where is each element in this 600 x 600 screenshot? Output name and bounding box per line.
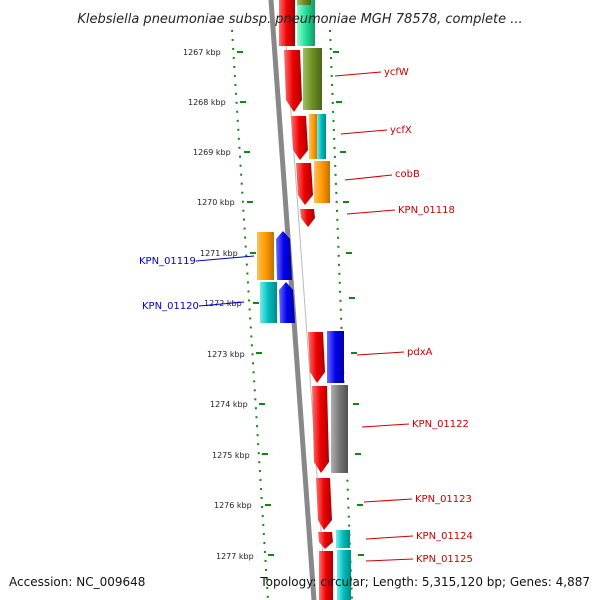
gene-label-ycfW[interactable]: ycfW xyxy=(384,67,409,78)
leader-KPN-01118 xyxy=(346,209,396,215)
leader-KPN-01124 xyxy=(365,535,414,540)
label-leaders xyxy=(334,71,414,562)
leader-KPN-01125 xyxy=(365,558,414,562)
leader-KPN-01122 xyxy=(361,423,410,428)
tick-label: 1276 kbp xyxy=(214,501,252,510)
tick-label: 1267 kbp xyxy=(183,48,221,57)
tick-label: 1274 kbp xyxy=(210,400,248,409)
gene-pdxA[interactable] xyxy=(308,332,325,383)
gene-label-KPN-01124[interactable]: KPN_01124 xyxy=(416,531,473,542)
tick-label: 1271 kbp xyxy=(200,249,238,258)
category-feature[interactable] xyxy=(260,282,277,323)
leader-KPN-01120 xyxy=(198,301,245,307)
category-feature[interactable] xyxy=(314,161,330,203)
gene-KPN-01120[interactable] xyxy=(279,282,295,323)
category-feature[interactable] xyxy=(297,0,311,5)
label-leaders-reverse xyxy=(195,255,255,307)
gene-KPN-01124[interactable] xyxy=(318,532,333,549)
outer-dotted-boundary-right xyxy=(329,29,353,600)
category-feature[interactable] xyxy=(317,114,326,159)
gene-label-KPN-01123[interactable]: KPN_01123 xyxy=(415,494,472,505)
topology-text: Topology: circular; Length: 5,315,120 bp… xyxy=(259,575,590,589)
tick-label: 1268 kbp xyxy=(188,98,226,107)
tick-label: 1277 kbp xyxy=(216,552,254,561)
outer-scale-ticks xyxy=(333,51,364,556)
category-feature[interactable] xyxy=(337,550,351,600)
leader-KPN-01123 xyxy=(363,498,413,503)
gene-KPN-01118[interactable] xyxy=(300,209,315,227)
leader-cobB xyxy=(344,174,393,181)
gene-ycfW[interactable] xyxy=(284,50,302,112)
accession-text: Accession: NC_009648 xyxy=(9,575,145,589)
gene-cobB[interactable] xyxy=(296,163,313,205)
gene-label-pdxA[interactable]: pdxA xyxy=(407,347,433,358)
gene-label-KPN-01119[interactable]: KPN_01119 xyxy=(139,256,196,267)
category-feature[interactable] xyxy=(303,48,322,110)
map-title: Klebsiella pneumoniae subsp. pneumoniae … xyxy=(77,12,522,27)
gene-KPN-01119[interactable] xyxy=(276,231,292,280)
gene-label-KPN-01118[interactable]: KPN_01118 xyxy=(398,205,455,216)
gene-KPN-01123[interactable] xyxy=(316,478,332,530)
category-feature[interactable] xyxy=(336,530,350,548)
gene-label-cobB[interactable]: cobB xyxy=(395,169,420,180)
gene-KPN-01125[interactable] xyxy=(319,551,333,600)
gene-ycfX[interactable] xyxy=(291,116,308,160)
category-feature[interactable] xyxy=(309,114,318,159)
gene-label-ycfX[interactable]: ycfX xyxy=(390,125,412,136)
category-feature[interactable] xyxy=(327,331,344,383)
gene-label-KPN-01122[interactable]: KPN_01122 xyxy=(412,419,469,430)
leader-ycfX xyxy=(340,129,388,135)
category-feature[interactable] xyxy=(331,385,348,473)
tick-label: 1275 kbp xyxy=(212,451,250,460)
leader-pdxA xyxy=(356,351,405,356)
tick-label: 1273 kbp xyxy=(207,350,245,359)
leader-KPN-01119 xyxy=(195,255,255,262)
tick-label: 1269 kbp xyxy=(193,148,231,157)
category-feature[interactable] xyxy=(257,232,274,280)
gene-KPN-01122[interactable] xyxy=(312,386,329,473)
gene-feature[interactable] xyxy=(279,0,295,46)
gene-label-KPN-01125[interactable]: KPN_01125 xyxy=(416,554,473,565)
gene-label-KPN-01120[interactable]: KPN_01120 xyxy=(142,301,199,312)
tick-label: 1270 kbp xyxy=(197,198,235,207)
leader-ycfW xyxy=(334,71,382,77)
category-feature[interactable] xyxy=(297,0,315,46)
